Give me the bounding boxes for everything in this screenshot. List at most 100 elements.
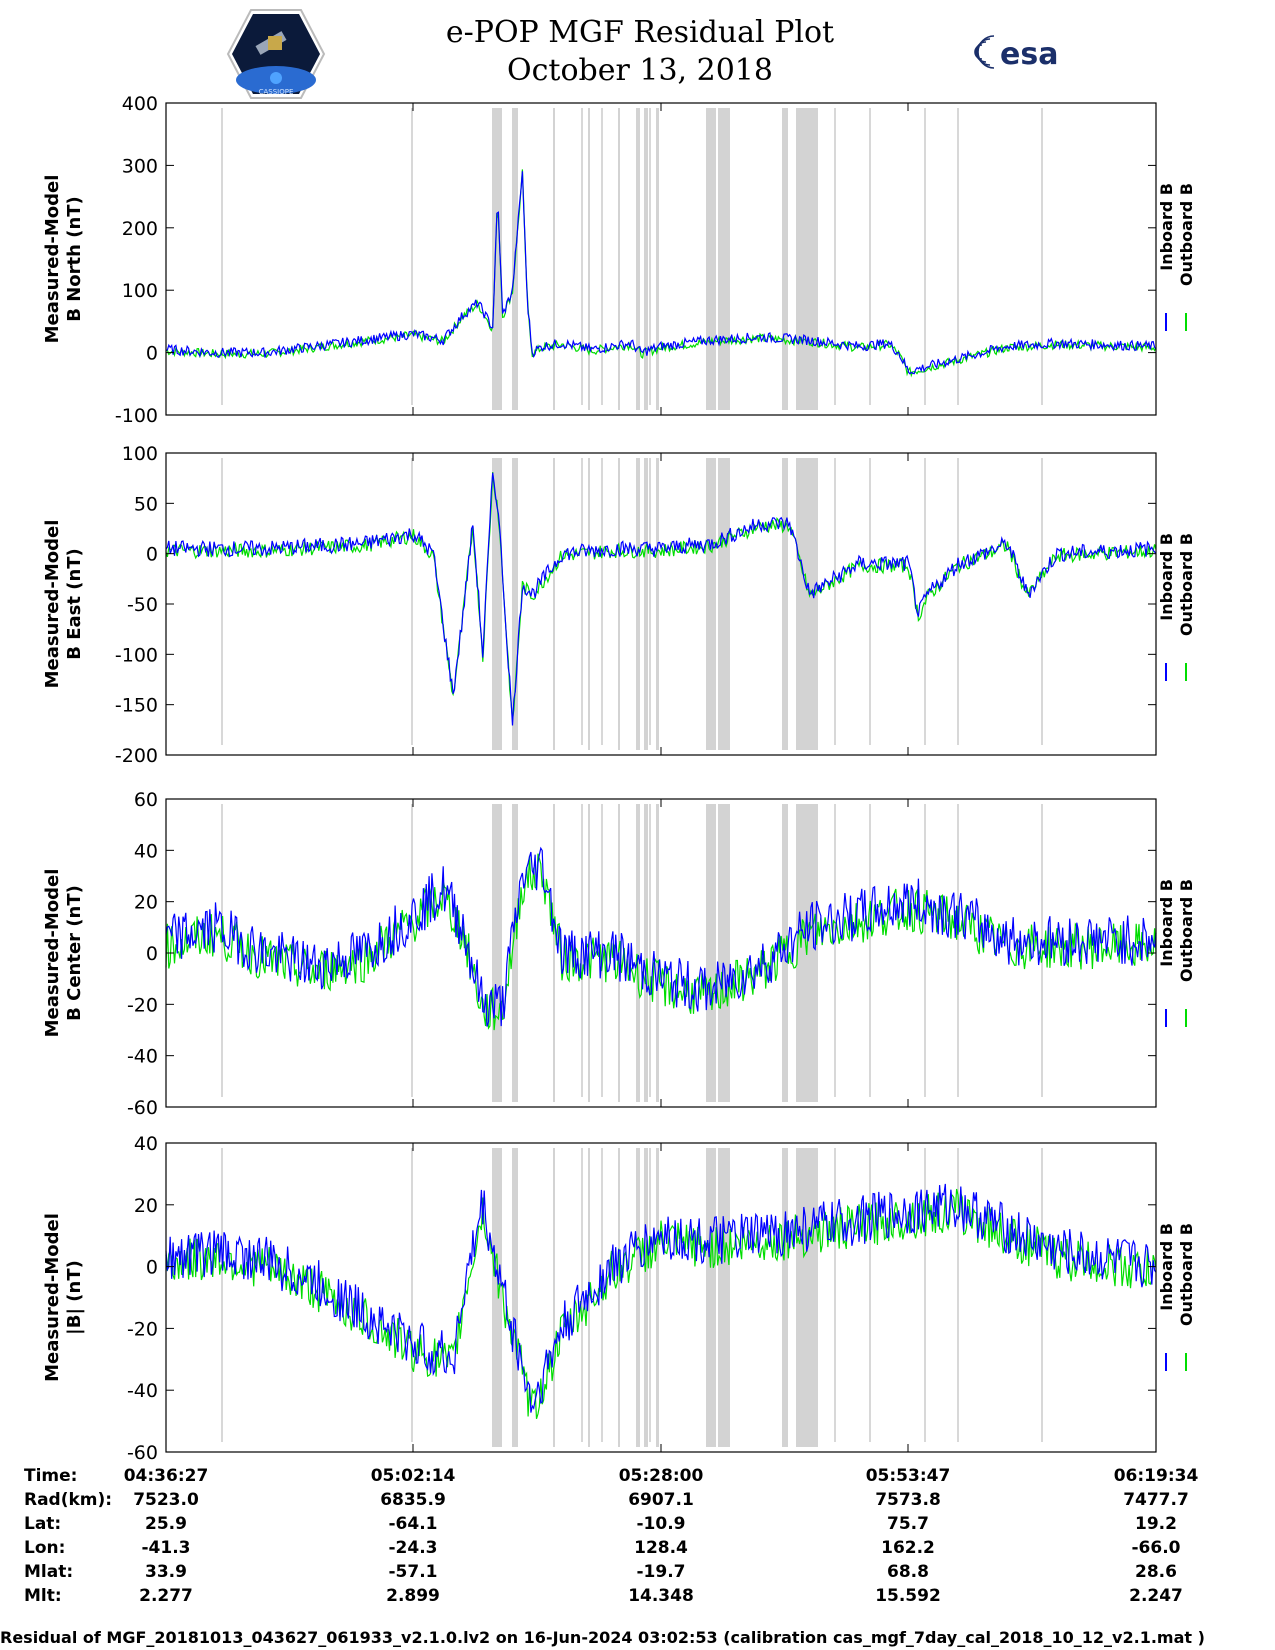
y-tick-label: 200: [122, 218, 158, 240]
logo-right-text: esa: [1000, 37, 1058, 72]
orbit-row-value: 04:36:27: [123, 1466, 209, 1486]
data-gap-band: [636, 458, 640, 750]
orbit-row-value: 75.7: [887, 1514, 929, 1534]
y-tick-label: 40: [134, 1133, 158, 1155]
y-tick-label: -60: [127, 1442, 158, 1464]
footer-caption: Residual of MGF_20181013_043627_061933_v…: [0, 1628, 1205, 1647]
y-tick-label: 20: [134, 892, 158, 914]
orbit-row-label: Time:: [24, 1466, 78, 1486]
y-axis-label: B Center (nT): [64, 885, 85, 1021]
y-tick-label: -50: [127, 594, 158, 616]
orbit-row-value: -57.1: [388, 1562, 438, 1582]
data-gap-band: [644, 108, 648, 410]
data-gap-band: [492, 458, 502, 750]
data-gap-band: [796, 1148, 818, 1447]
legend-label: Inboard B: [1157, 1223, 1176, 1311]
y-tick-label: 50: [134, 493, 158, 515]
data-gap-band: [644, 804, 648, 1102]
data-gap-band: [796, 458, 818, 750]
y-axis-label: Measured-Model: [42, 175, 63, 344]
plot-frame: [165, 102, 1157, 416]
orbit-row-value: 05:02:14: [370, 1466, 456, 1486]
data-gap-band: [636, 804, 640, 1102]
data-gap-band: [588, 108, 590, 410]
data-gap-band: [588, 458, 590, 750]
inboard-series-line: [165, 472, 1157, 726]
orbit-row-value: 33.9: [145, 1562, 187, 1582]
panel-3: 60 40 20 0 -20 -40 -60 Measured-Model B Center (…: [42, 789, 1196, 1119]
y-tick-label: -40: [127, 1380, 158, 1402]
data-gap-band: [796, 108, 818, 410]
orbit-row-value: 25.9: [145, 1514, 187, 1534]
data-gap-band: [706, 458, 716, 750]
orbit-row-value: 162.2: [881, 1538, 935, 1558]
data-gap-band: [706, 108, 716, 410]
y-tick-label: 300: [122, 155, 158, 177]
esa-logo-icon: esa: [974, 35, 1058, 72]
orbit-row-value: 7573.8: [875, 1490, 941, 1510]
data-gap-band: [618, 108, 620, 410]
data-gap-band: [512, 458, 518, 750]
data-gap-band: [636, 108, 640, 410]
legend-label: Inboard B: [1157, 533, 1176, 621]
data-gap-band: [656, 108, 659, 410]
orbit-row-value: -10.9: [636, 1514, 686, 1534]
data-gap-band: [588, 1148, 590, 1447]
y-tick-label: -100: [115, 644, 158, 666]
title-line-1: e-POP MGF Residual Plot: [445, 15, 835, 50]
y-axis-label: B North (nT): [64, 196, 85, 322]
panel-1: 400 300 200 100 0 -100 Measured-Model B North (…: [42, 93, 1196, 427]
orbit-row-value: -24.3: [388, 1538, 438, 1558]
data-gap-band: [656, 458, 659, 750]
y-tick-label: 0: [146, 544, 158, 566]
orbit-row-value: 6907.1: [628, 1490, 694, 1510]
y-tick-label: 100: [122, 443, 158, 465]
orbit-row-value: 2.247: [1129, 1586, 1183, 1606]
data-gap-band: [644, 1148, 648, 1447]
y-tick-label: 60: [134, 789, 158, 811]
data-gap-band: [512, 804, 518, 1102]
y-tick-label: 0: [146, 943, 158, 965]
y-tick-label: -100: [115, 405, 158, 427]
orbit-row-value: 128.4: [634, 1538, 688, 1558]
logo-left-text: CASSIOPE: [259, 88, 294, 96]
orbit-row-value: 28.6: [1135, 1562, 1177, 1582]
orbit-row-value: -41.3: [141, 1538, 191, 1558]
legend-label: Inboard B: [1157, 879, 1176, 967]
y-tick-label: -150: [115, 695, 158, 717]
legend-label: Outboard B: [1177, 879, 1196, 982]
data-gap-band: [618, 1148, 620, 1447]
orbit-row-value: 2.277: [139, 1586, 193, 1606]
y-axis-label: |B| (nT): [64, 1260, 85, 1335]
orbit-row-label: Mlat:: [24, 1562, 74, 1582]
y-tick-label: 20: [134, 1195, 158, 1217]
y-tick-label: 0: [146, 1257, 158, 1279]
cassiope-satellite-logo-icon: CASSIOPE: [226, 9, 326, 99]
panel-2: 100 50 0 -50 -100 -150 -200 Measured-Model B Eas…: [42, 443, 1196, 767]
y-tick-label: -40: [127, 1046, 158, 1068]
data-gap-band: [492, 804, 502, 1102]
outboard-series-line: [165, 472, 1157, 720]
orbit-row-value: 2.899: [386, 1586, 440, 1606]
y-tick-label: -60: [127, 1097, 158, 1119]
data-gap-band: [656, 804, 659, 1102]
y-axis-label: Measured-Model: [42, 869, 63, 1038]
data-gap-band: [718, 804, 730, 1102]
data-gap-band: [782, 1148, 788, 1447]
inboard-series-line: [165, 1183, 1157, 1413]
legend-label: Outboard B: [1177, 1223, 1196, 1326]
data-gap-band: [553, 804, 555, 1102]
data-gap-band: [492, 1148, 502, 1447]
y-tick-label: 400: [122, 93, 158, 115]
orbit-row-value: 05:53:47: [865, 1466, 951, 1486]
data-gap-band: [706, 804, 716, 1102]
orbit-row-value: -19.7: [636, 1562, 686, 1582]
panel-4: 40 20 0 -20 -40 -60 Measured-Model |B| (nT) Inbo…: [42, 1133, 1196, 1464]
legend-label: Outboard B: [1177, 183, 1196, 286]
orbit-row-value: 05:28:00: [618, 1466, 704, 1486]
y-tick-label: 100: [122, 280, 158, 302]
orbit-row-label: Mlt:: [24, 1586, 62, 1606]
y-tick-label: -20: [127, 1318, 158, 1340]
orbit-row-value: 7477.7: [1123, 1490, 1189, 1510]
